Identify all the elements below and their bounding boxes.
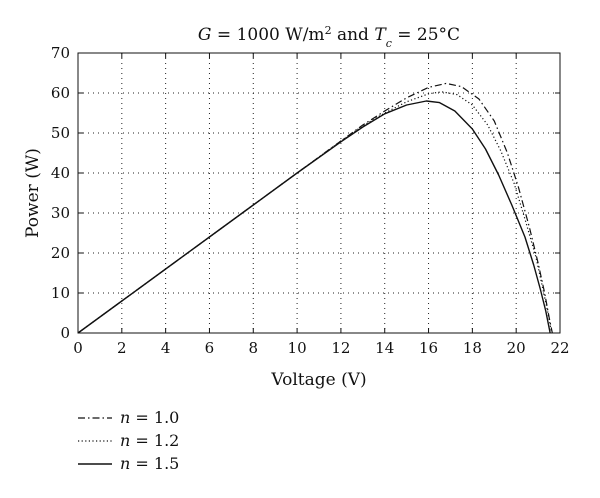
- x-tick-label: 14: [375, 339, 394, 357]
- chart-title: G = 1000 W/m2 and Tc = 25°C: [198, 24, 460, 50]
- title-g-exponent: 2: [325, 24, 332, 37]
- x-tick-label: 2: [117, 339, 127, 357]
- series-line-n-1.0: [77, 82, 553, 334]
- title-t-value: = 25°C: [392, 25, 460, 45]
- x-tick-label: 18: [463, 339, 482, 357]
- legend-entry-n-1.2: n = 1.2: [120, 431, 179, 450]
- title-g-symbol: G: [198, 25, 212, 45]
- y-tick-label: 20: [51, 244, 70, 262]
- x-tick-label: 8: [248, 339, 258, 357]
- axis-ticks: 0 2 4 6 8 10 12 14 16 18 20 22 0 10 20 30 40 50 60 70: [51, 44, 570, 357]
- y-tick-label: 50: [51, 124, 70, 142]
- x-axis-label: Voltage (V): [270, 370, 366, 390]
- x-tick-label: 16: [419, 339, 438, 357]
- title-t-symbol: T: [374, 25, 387, 45]
- legend-entry-n-1.5: n = 1.5: [120, 454, 179, 473]
- title-t-subscript: c: [386, 37, 392, 50]
- x-tick-label: 0: [73, 339, 83, 357]
- plot-area-frame: [77, 52, 561, 334]
- legend-entry-n-1.0: n = 1.0: [120, 408, 179, 427]
- x-tick-label: 6: [205, 339, 215, 357]
- x-tick-label: 10: [288, 339, 307, 357]
- y-tick-label: 30: [51, 204, 70, 222]
- series-line-n-1.5: [77, 100, 551, 334]
- series-layer: [77, 82, 553, 334]
- legend: n = 1.0 n = 1.2 n = 1.5: [78, 408, 179, 473]
- x-tick-label: 20: [507, 339, 526, 357]
- y-tick-label: 0: [60, 324, 70, 342]
- title-g-value: = 1000 W/m: [212, 25, 325, 45]
- y-axis-label: Power (W): [23, 148, 43, 238]
- grid-lines: [78, 53, 560, 333]
- x-tick-label: 4: [161, 339, 171, 357]
- y-tick-label: 10: [51, 284, 70, 302]
- x-tick-label: 12: [331, 339, 350, 357]
- y-tick-label: 60: [51, 84, 70, 102]
- series-line-n-1.2: [77, 91, 553, 334]
- x-tick-label: 22: [550, 339, 569, 357]
- title-conjunction: and: [332, 25, 375, 45]
- y-tick-label: 40: [51, 164, 70, 182]
- y-tick-label: 70: [51, 44, 70, 62]
